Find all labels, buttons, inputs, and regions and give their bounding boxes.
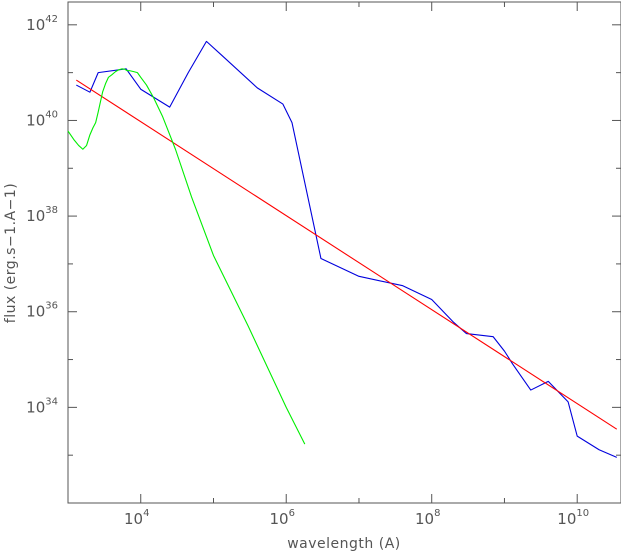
series-line-3 <box>67 68 306 445</box>
x-tick-label: 106 <box>269 508 294 528</box>
x-axis-label: wavelength (A) <box>287 536 401 552</box>
y-tick-label: 1040 <box>26 109 58 129</box>
y-axis-label: flux (erg.s−1.A−1) <box>3 183 19 323</box>
series-layer <box>67 40 618 458</box>
y-tick-label: 1038 <box>26 205 58 225</box>
y-tick-label: 1036 <box>26 301 58 321</box>
series-line-2 <box>75 79 618 430</box>
x-tick-label: 1010 <box>557 508 589 528</box>
ticks-layer <box>67 2 621 504</box>
x-tick-label: 108 <box>415 508 440 528</box>
y-tick-label: 1034 <box>26 396 58 416</box>
series-line-1 <box>76 40 617 458</box>
plot-frame <box>67 1 621 504</box>
tick-labels-layer: 104 106 108 1010 1034 1036 1038 1040 1042 <box>26 14 589 528</box>
y-tick-label: 1042 <box>26 14 58 34</box>
x-tick-label: 104 <box>124 508 149 528</box>
